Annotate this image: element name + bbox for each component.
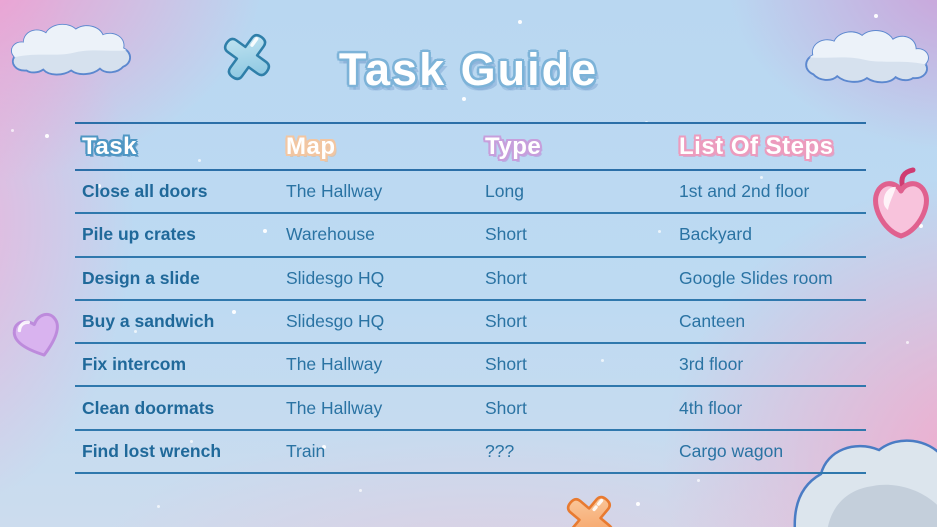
sparkle-dot [97,184,101,188]
cell-task: Buy a sandwich [82,311,215,332]
sparkle-dot [760,176,763,179]
sparkle-dot [601,359,604,362]
cell-task: Fix intercom [82,354,187,375]
cell-steps: 1st and 2nd floor [679,181,810,202]
table-row: Clean doormats The Hallway Short 4th flo… [75,387,866,431]
column-header-type: Type [485,132,542,160]
sparkle-dot [157,505,160,508]
table-row: Pile up crates Warehouse Short Backyard [75,214,866,258]
cell-type: Long [485,181,524,202]
cell-type: Short [485,224,527,245]
plus-icon [223,33,271,81]
sparkle-dot [697,479,700,482]
cell-steps: 3rd floor [679,354,744,375]
cell-map: The Hallway [286,181,383,202]
table-row: Close all doors The Hallway Long 1st and… [75,171,866,215]
cell-type: Short [485,354,527,375]
cell-map: Slidesgo HQ [286,311,385,332]
sparkle-dot [874,14,878,18]
task-table: Task Map Type List Of Steps Close all do… [75,122,866,475]
cell-map: Train [286,440,326,461]
cell-type: Short [485,311,527,332]
sparkle-dot [190,440,193,443]
cell-task: Pile up crates [82,224,196,245]
cell-steps: Canteen [679,311,746,332]
cell-steps: Google Slides room [679,267,833,288]
column-header-steps: List Of Steps [679,132,834,160]
column-header-task: Task [82,132,137,160]
sparkle-dot [636,502,640,506]
sparkle-dot [263,229,267,233]
cell-task: Clean doormats [82,397,215,418]
sparkle-dot [198,159,201,162]
table-row: Fix intercom The Hallway Short 3rd floor [75,344,866,388]
cloud-icon [793,439,937,527]
cell-steps: 4th floor [679,397,743,418]
cross-icon [566,495,614,527]
sparkle-dot [322,445,326,449]
cell-map: The Hallway [286,397,383,418]
sparkle-dot [518,20,522,24]
column-header-map: Map [286,132,336,160]
heart-icon [12,312,59,357]
sparkle-dot [359,489,362,492]
sparkle-dot [919,224,923,228]
sparkle-dot [11,129,14,132]
cell-type: Short [485,397,527,418]
sparkle-dot [45,134,49,138]
page-title: Task Guide [338,44,599,95]
table-row: Find lost wrench Train ??? Cargo wagon [75,431,866,475]
table-row: Design a slide Slidesgo HQ Short Google … [75,258,866,301]
cell-type: ??? [485,440,515,461]
cell-type: Short [485,267,527,288]
cloud-icon [805,30,929,84]
cell-steps: Cargo wagon [679,440,784,461]
cell-task: Design a slide [82,267,200,288]
sparkle-dot [232,310,236,314]
cell-steps: Backyard [679,224,752,245]
sparkle-dot [658,230,661,233]
apple-icon [873,167,929,239]
table-row: Buy a sandwich Slidesgo HQ Short Canteen [75,301,866,345]
sparkle-dot [906,341,909,344]
cell-task: Find lost wrench [82,440,222,461]
sparkle-dot [134,330,137,333]
cloud-icon [10,23,132,76]
cell-task: Close all doors [82,181,208,202]
sparkle-dot [462,97,466,101]
cell-map: Warehouse [286,224,375,245]
cell-map: The Hallway [286,354,383,375]
cell-map: Slidesgo HQ [286,267,385,288]
table-header-row: Task Map Type List Of Steps [75,122,866,171]
